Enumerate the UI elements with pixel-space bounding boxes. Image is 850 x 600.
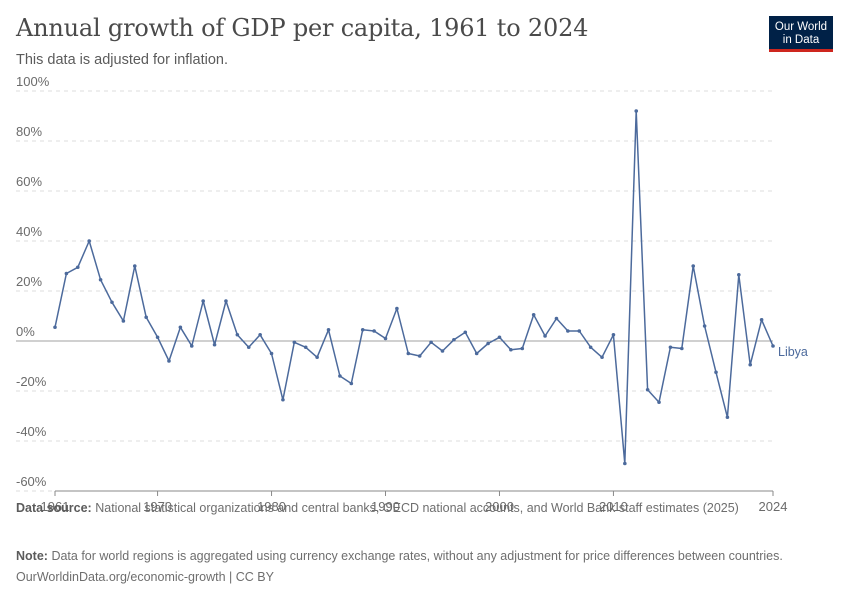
x-tick-label: 2000: [485, 499, 514, 514]
data-point[interactable]: [64, 271, 69, 276]
data-point[interactable]: [566, 329, 570, 333]
data-point[interactable]: [714, 370, 718, 375]
data-point[interactable]: [292, 340, 297, 345]
page-title: Annual growth of GDP per capita, 1961 to…: [16, 14, 589, 42]
x-tick-label: 1961: [41, 499, 70, 514]
data-point[interactable]: [246, 345, 251, 350]
data-point[interactable]: [406, 351, 411, 356]
data-point[interactable]: [634, 109, 639, 113]
x-tick-label: 2024: [759, 499, 788, 514]
data-point[interactable]: [577, 329, 582, 333]
y-tick-label: -40%: [16, 424, 47, 439]
data-point[interactable]: [600, 355, 604, 360]
x-axis: 1961 1970 1980 1990 2000 2010 2024: [41, 490, 788, 514]
data-point[interactable]: [554, 316, 559, 321]
series-libya[interactable]: Libya: [53, 109, 808, 466]
data-point[interactable]: [429, 340, 433, 345]
data-point[interactable]: [463, 330, 468, 335]
data-point[interactable]: [702, 324, 707, 328]
data-point[interactable]: [668, 345, 673, 350]
note-label: Note:: [16, 549, 48, 563]
series-line-libya[interactable]: [54, 110, 774, 465]
data-point[interactable]: [132, 264, 137, 268]
chart-note: Note: Data for world regions is aggregat…: [16, 549, 783, 563]
data-point[interactable]: [543, 334, 547, 338]
data-point[interactable]: [531, 312, 536, 317]
data-point[interactable]: [737, 272, 741, 277]
data-point[interactable]: [110, 300, 114, 305]
data-point[interactable]: [326, 327, 331, 332]
logo-line-2: in Data: [782, 34, 820, 46]
data-source-label: Data source:: [16, 501, 92, 515]
data-point[interactable]: [212, 342, 217, 347]
data-point[interactable]: [235, 332, 240, 337]
data-point[interactable]: [474, 351, 479, 356]
data-point[interactable]: [440, 349, 445, 353]
data-point[interactable]: [771, 344, 775, 348]
x-tick-label: 2010: [599, 499, 628, 514]
data-point[interactable]: [611, 332, 616, 337]
data-point[interactable]: [98, 277, 103, 282]
data-point[interactable]: [520, 346, 525, 351]
data-source-text: National statistical organizations and c…: [95, 501, 739, 515]
note-text: Data for world regions is aggregated usi…: [51, 549, 783, 563]
data-point[interactable]: [360, 327, 365, 332]
y-axis-tick-labels: -60% -40% -20% 0% 20% 40% 60% 80% 100%: [16, 74, 50, 489]
data-point[interactable]: [338, 374, 342, 378]
data-point[interactable]: [486, 341, 490, 346]
x-tick-label: 1990: [371, 499, 400, 514]
data-point[interactable]: [349, 381, 354, 386]
data-point[interactable]: [53, 325, 57, 330]
data-point[interactable]: [588, 345, 593, 350]
owid-logo[interactable]: Our World in Data: [769, 16, 833, 52]
page-subtitle: This data is adjusted for inflation.: [16, 52, 228, 68]
data-point[interactable]: [189, 344, 194, 348]
data-point[interactable]: [657, 400, 661, 405]
data-point[interactable]: [315, 355, 319, 360]
data-point[interactable]: [269, 351, 274, 356]
data-point[interactable]: [258, 332, 262, 337]
data-point[interactable]: [121, 319, 126, 323]
data-point[interactable]: [372, 329, 376, 333]
data-point[interactable]: [383, 336, 388, 341]
data-point[interactable]: [303, 345, 308, 350]
data-point[interactable]: [497, 335, 502, 340]
y-tick-label: 0%: [16, 324, 35, 339]
data-point[interactable]: [75, 265, 80, 270]
data-point[interactable]: [201, 299, 205, 303]
data-source: Data source: National statistical organi…: [16, 501, 739, 515]
data-point[interactable]: [178, 325, 183, 330]
y-tick-label: 100%: [16, 74, 50, 89]
data-point[interactable]: [395, 306, 399, 311]
data-point[interactable]: [623, 461, 627, 466]
data-point[interactable]: [144, 315, 148, 320]
source-url-link[interactable]: OurWorldinData.org/economic-growth | CC …: [16, 570, 274, 584]
data-point[interactable]: [452, 337, 456, 342]
y-tick-label: 20%: [16, 274, 42, 289]
data-point[interactable]: [725, 415, 730, 420]
data-point[interactable]: [759, 317, 764, 322]
data-point[interactable]: [224, 299, 228, 303]
data-point[interactable]: [87, 239, 91, 243]
y-tick-label: 40%: [16, 224, 42, 239]
data-point[interactable]: [645, 387, 650, 392]
data-point[interactable]: [680, 346, 684, 351]
data-point[interactable]: [417, 354, 422, 358]
data-point[interactable]: [748, 362, 753, 367]
y-tick-label: 60%: [16, 174, 42, 189]
data-point[interactable]: [281, 397, 285, 402]
y-tick-label: -60%: [16, 474, 47, 489]
data-point[interactable]: [167, 359, 171, 363]
x-tick-label: 1970: [143, 499, 172, 514]
data-point[interactable]: [155, 335, 160, 340]
data-point[interactable]: [509, 347, 513, 352]
y-tick-label: 80%: [16, 124, 42, 139]
y-tick-label: -20%: [16, 374, 47, 389]
logo-line-1: Our World: [774, 21, 828, 33]
x-tick-label: 1980: [257, 499, 286, 514]
data-point[interactable]: [691, 264, 696, 268]
series-label-libya: Libya: [778, 345, 808, 359]
